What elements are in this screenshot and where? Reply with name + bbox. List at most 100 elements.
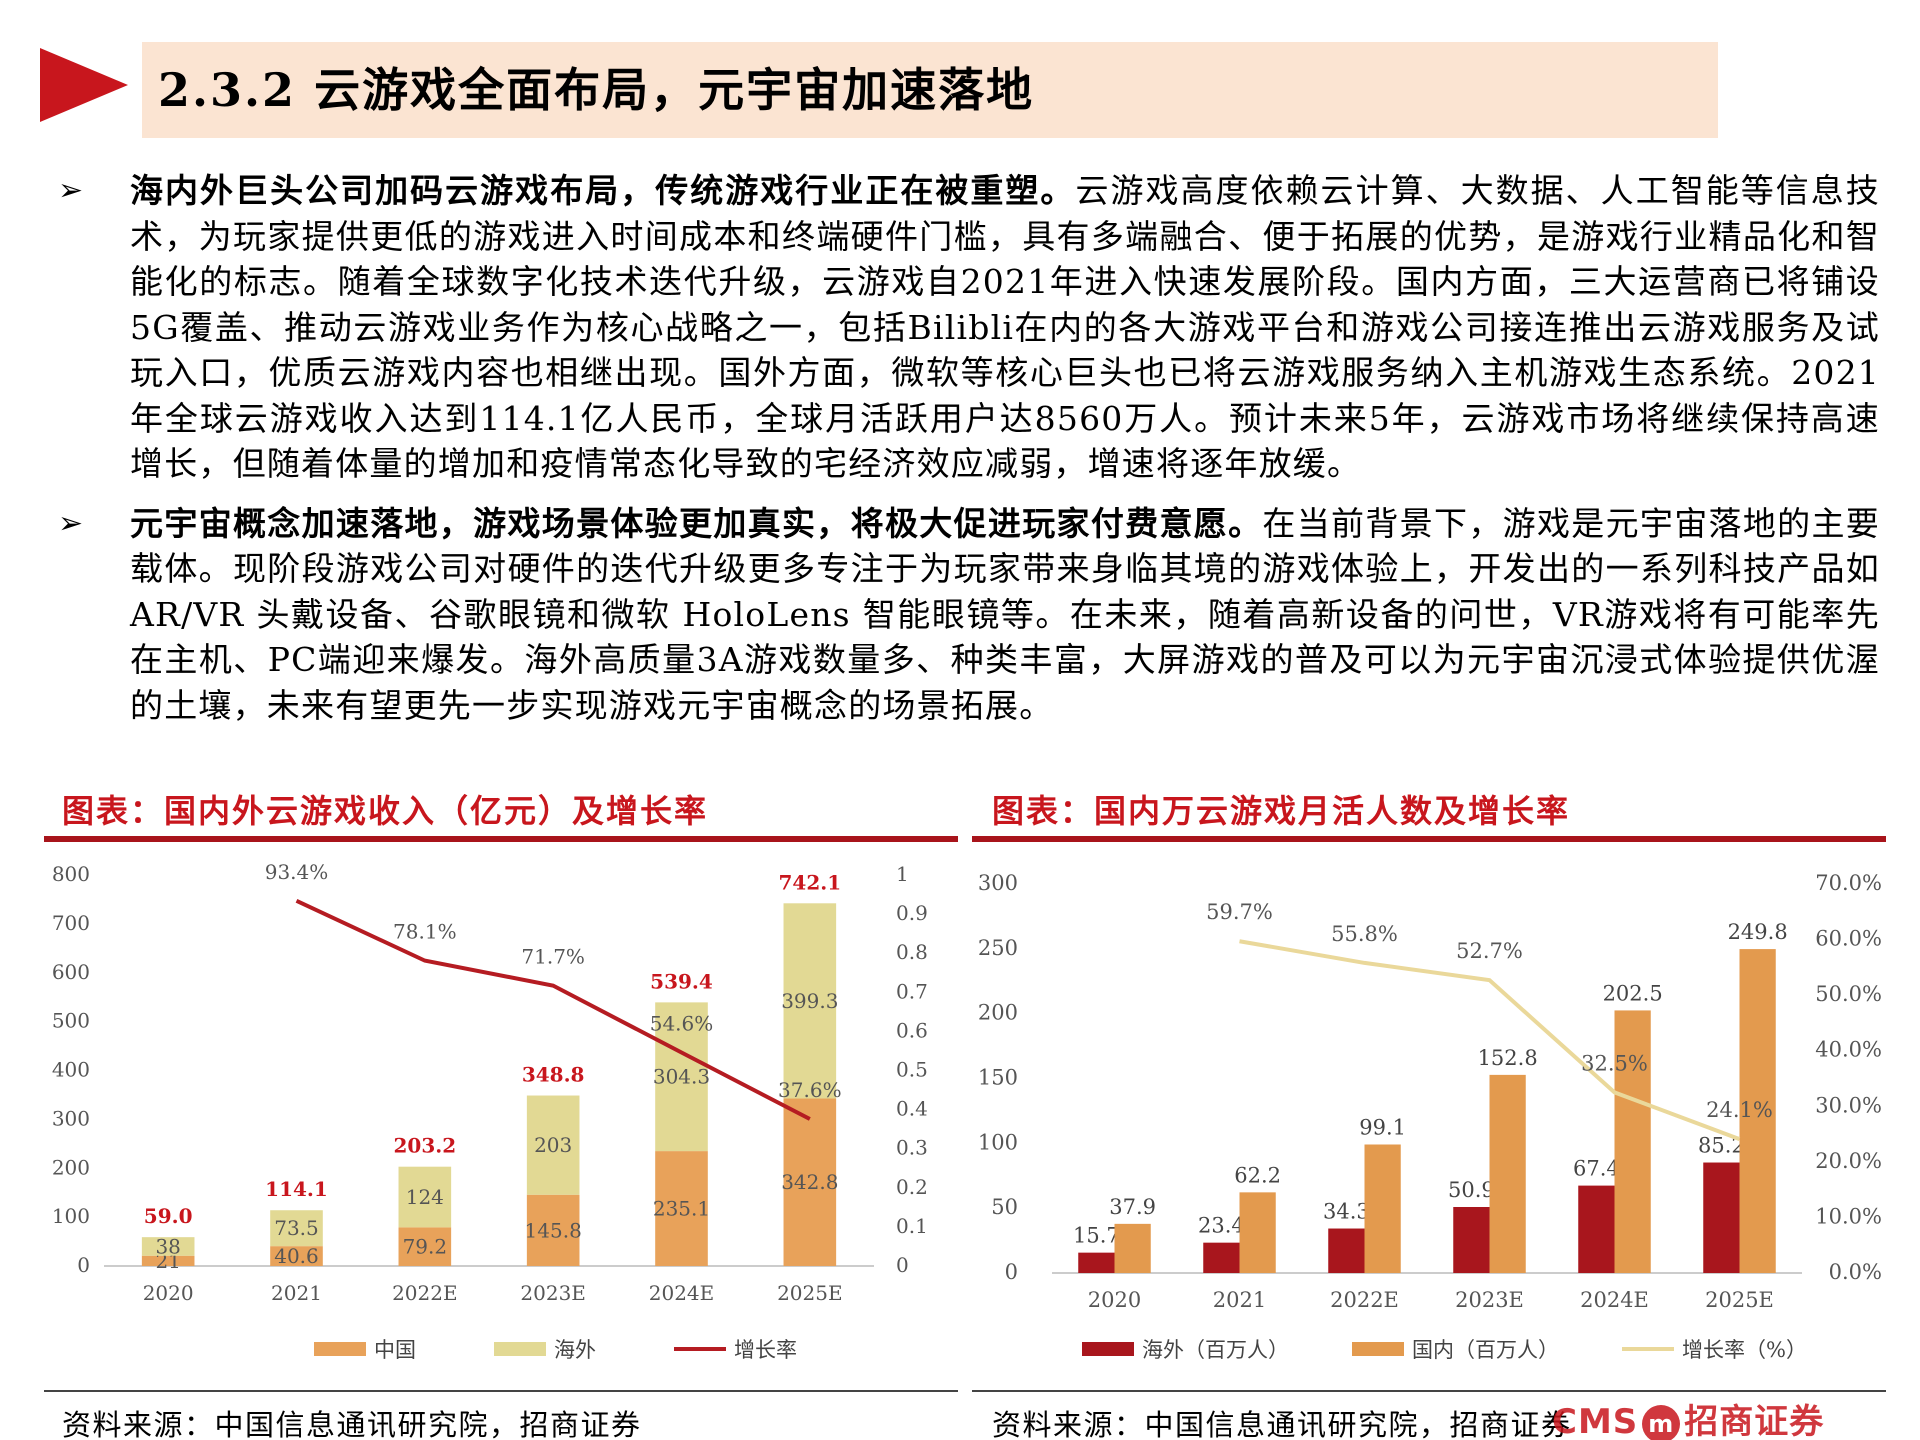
x-axis-tick-label: 2022E [1330, 1288, 1399, 1312]
bar [1703, 1162, 1740, 1273]
bar-value-label: 249.8 [1728, 920, 1788, 944]
arrow-bullet-icon: ➢ [58, 505, 85, 541]
bar [1614, 1010, 1651, 1273]
bar-total-label: 742.1 [779, 870, 842, 894]
brand-logo: CMS m 招商证券 [1552, 1394, 1824, 1440]
left-chart: 0 100 200 300 400 500 600 700 800 0 0.1 0.2 0.3 0.4 0.… [44, 850, 958, 1375]
growth-rate-label: 54.6% [650, 1012, 714, 1036]
bar-value-label: 62.2 [1234, 1163, 1281, 1187]
bar-segment [655, 1151, 708, 1266]
growth-rate-label: 78.1% [393, 920, 457, 944]
y-axis-tick-label: 100 [52, 1204, 90, 1228]
x-axis-tick-label: 2024E [1580, 1288, 1649, 1312]
bar-value-label: 342.8 [781, 1170, 838, 1194]
y-axis-tick-label: 200 [978, 1001, 1018, 1025]
bar-segment [655, 1002, 708, 1152]
y2-axis-tick-label: 70.0% [1815, 871, 1882, 895]
bar-value-label: 202.5 [1603, 981, 1663, 1005]
bar-segment [398, 1227, 452, 1266]
legend-label: 国内（百万人） [1412, 1338, 1559, 1362]
growth-rate-label: 59.7% [1206, 900, 1273, 924]
bullet-body: 在当前背景下，游戏是元宇宙落地的主要载体。现阶段游戏公司对硬件的迭代升级更多专注… [130, 503, 1880, 725]
growth-rate-label: 93.4% [265, 860, 329, 884]
legend-label: 增长率 [734, 1338, 797, 1362]
bar [1328, 1228, 1365, 1273]
bar [1364, 1144, 1401, 1273]
x-axis-tick-label: 2024E [649, 1281, 715, 1305]
legend-label: 增长率（%） [1682, 1338, 1807, 1362]
legend-label: 中国 [374, 1338, 416, 1362]
right-figure-title: 图表：国内万云游戏月活人数及增长率 [992, 792, 1571, 830]
bar-value-label: 152.8 [1478, 1046, 1538, 1070]
y-axis-tick-label: 150 [978, 1066, 1018, 1090]
y-axis-tick-label: 600 [52, 960, 90, 984]
x-axis-tick-label: 2023E [1455, 1288, 1524, 1312]
y-axis-tick-label: 300 [52, 1106, 90, 1130]
bar-total-label: 203.2 [394, 1134, 457, 1158]
bar-value-label: 124 [406, 1185, 444, 1209]
arrow-bullet-icon: ➢ [58, 173, 85, 208]
x-axis-tick-label: 2020 [1088, 1288, 1141, 1312]
x-axis-tick-label: 2025E [1705, 1288, 1774, 1312]
bar [1114, 1223, 1151, 1273]
left-figure-rule [44, 836, 958, 842]
y2-axis-tick-label: 0.2 [896, 1175, 928, 1199]
bar [1578, 1185, 1615, 1273]
y2-axis-tick-label: 40.0% [1815, 1038, 1882, 1062]
bullet-lead: 海内外巨头公司加码云游戏布局，传统游戏行业正在被重塑。 [130, 171, 1076, 210]
bar-segment [783, 1098, 837, 1266]
bar-value-label: 203 [534, 1133, 572, 1157]
y-axis-tick-label: 200 [52, 1155, 90, 1179]
x-axis-tick-label: 2022E [392, 1281, 458, 1305]
section-header: 2.3.2 云游戏全面布局，元宇宙加速落地 [40, 40, 1720, 140]
bar-value-label: 73.5 [274, 1216, 319, 1240]
bar-segment [141, 1237, 195, 1256]
bar-value-label: 235.1 [653, 1197, 710, 1221]
y2-axis-tick-label: 0 [896, 1253, 909, 1277]
growth-rate-label: 32.5% [1581, 1051, 1648, 1075]
y-axis-tick-label: 300 [978, 871, 1018, 895]
growth-rate-label: 55.8% [1331, 922, 1398, 946]
y-axis-tick-label: 0 [1005, 1260, 1018, 1284]
legend-swatch [1082, 1342, 1134, 1356]
bar-value-label: 23.4 [1198, 1214, 1245, 1238]
y2-axis-tick-label: 0.3 [896, 1136, 928, 1160]
bar-value-label: 99.1 [1359, 1116, 1406, 1140]
x-axis-tick-label: 2021 [1213, 1288, 1266, 1312]
growth-rate-label: 24.1% [1706, 1098, 1773, 1122]
y-axis-tick-label: 500 [52, 1009, 90, 1033]
y2-axis-tick-label: 50.0% [1815, 982, 1882, 1006]
legend-swatch [1352, 1342, 1404, 1356]
bar-segment [526, 1194, 580, 1266]
bar-segment [398, 1166, 452, 1228]
y-axis-tick-label: 700 [52, 911, 90, 935]
right-bottom-rule [972, 1390, 1886, 1392]
bar-value-label: 399.3 [781, 989, 838, 1013]
y-axis-tick-label: 400 [52, 1058, 90, 1082]
y-axis-tick-label: 250 [978, 936, 1018, 960]
growth-rate-label: 71.7% [521, 945, 585, 969]
y2-axis-tick-label: 30.0% [1815, 1093, 1882, 1117]
y2-axis-tick-label: 0.9 [896, 901, 928, 925]
left-bottom-rule [44, 1390, 958, 1392]
bullet-paragraph: ➢ 海内外巨头公司加码云游戏布局，传统游戏行业正在被重塑。云游戏高度依赖云计算、大… [58, 168, 1880, 487]
bar-total-label: 348.8 [522, 1063, 585, 1087]
y2-axis-tick-label: 1 [896, 862, 909, 886]
bar-value-label: 304.3 [653, 1065, 710, 1089]
y2-axis-tick-label: 60.0% [1815, 927, 1882, 951]
bar-total-label: 539.4 [650, 969, 713, 993]
y-axis-tick-label: 800 [52, 862, 90, 886]
x-axis-tick-label: 2023E [520, 1281, 586, 1305]
x-axis-tick-label: 2020 [143, 1281, 194, 1305]
y2-axis-tick-label: 10.0% [1815, 1204, 1882, 1228]
bar [1203, 1242, 1240, 1273]
bar-segment [141, 1255, 195, 1266]
right-chart: 0 50 100 150 200 250 300 0.0% 10.0% 20.0% 30.0% 40.… [972, 850, 1886, 1375]
bar [1453, 1206, 1490, 1273]
legend-swatch [314, 1342, 366, 1356]
bullet-paragraph: ➢ 元宇宙概念加速落地，游戏场景体验更加真实，将极大促进玩家付费意愿。在当前背景下… [58, 501, 1880, 729]
bar-segment [526, 1095, 580, 1195]
y2-axis-tick-label: 0.8 [896, 940, 928, 964]
header-arrow-icon [40, 48, 128, 122]
bar-value-label: 34.3 [1323, 1200, 1370, 1224]
